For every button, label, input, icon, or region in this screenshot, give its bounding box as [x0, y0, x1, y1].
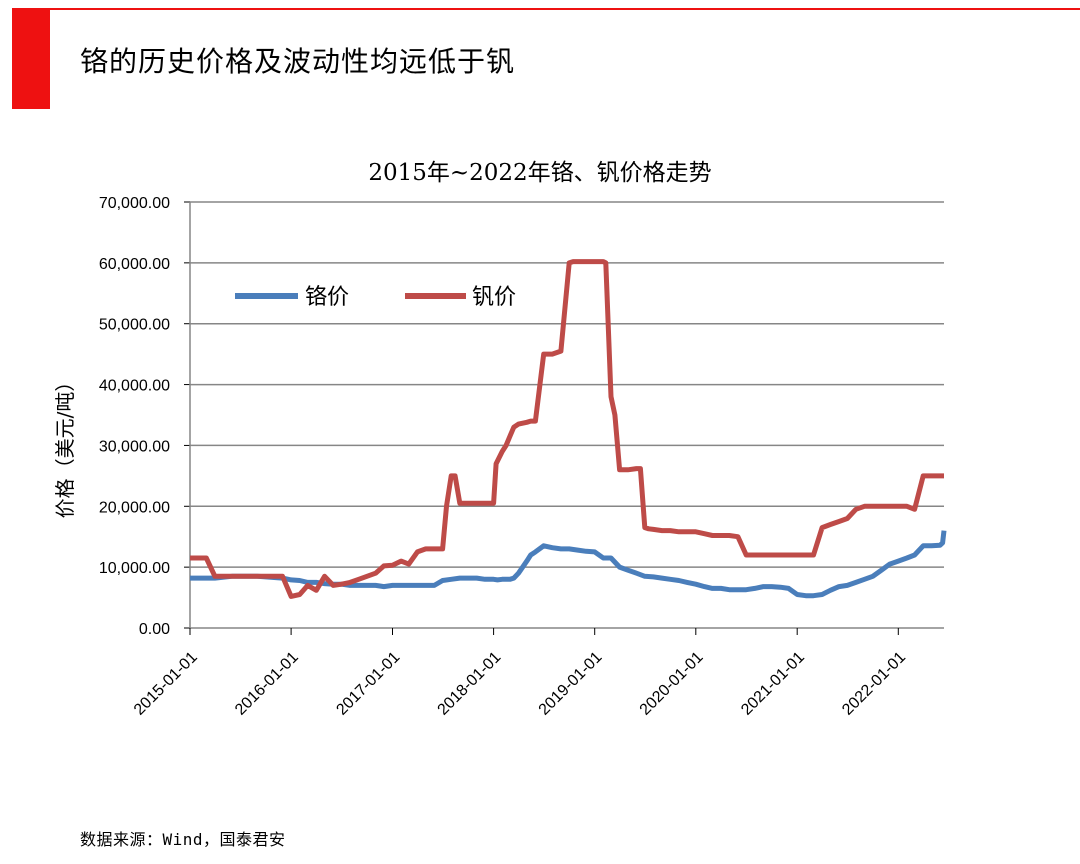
y-axis-label: 价格（美元/吨）: [53, 372, 77, 519]
y-tick-label: 70,000.00: [99, 195, 170, 212]
legend: 铬价 钒价: [235, 285, 516, 310]
legend-item-vanadium-label: 钒价: [472, 285, 516, 310]
series-line-vanadium: [190, 259, 944, 599]
title-accent-bar: [12, 8, 50, 109]
source-note: 数据来源：Wind，国泰君安: [80, 830, 286, 849]
chart-title: 2015年~2022年铬、钒价格走势: [368, 160, 712, 186]
x-tick-label: 2018-01-01: [435, 649, 505, 719]
header-rule: [50, 8, 1080, 10]
y-tick-label: 0.00: [139, 621, 170, 638]
x-tick-label: 2015-01-01: [131, 649, 201, 719]
gridlines: [190, 201, 944, 568]
y-tick-label: 50,000.00: [99, 317, 170, 334]
x-tick-label: 2016-01-01: [232, 649, 302, 719]
series-line-chromium: [190, 530, 947, 599]
x-tick-label: 2021-01-01: [738, 649, 808, 719]
x-tick-label: 2020-01-01: [637, 649, 707, 719]
x-tick-label: 2019-01-01: [536, 649, 606, 719]
series-lines: [190, 259, 947, 599]
axes: 0.00 10,000.00 20,000.00 30,000.00 40,000.00…: [99, 195, 944, 719]
legend-item-chromium-label: 铬价: [305, 285, 349, 310]
y-tick-label: 30,000.00: [99, 438, 170, 455]
y-tick-label: 60,000.00: [99, 256, 170, 273]
y-tick-label: 20,000.00: [99, 499, 170, 516]
page-title: 铬的历史价格及波动性均远低于钒: [80, 45, 516, 78]
y-tick-label: 10,000.00: [99, 560, 170, 577]
x-tick-label: 2022-01-01: [839, 649, 909, 719]
y-tick-label: 40,000.00: [99, 378, 170, 395]
x-tick-label: 2017-01-01: [333, 649, 403, 719]
